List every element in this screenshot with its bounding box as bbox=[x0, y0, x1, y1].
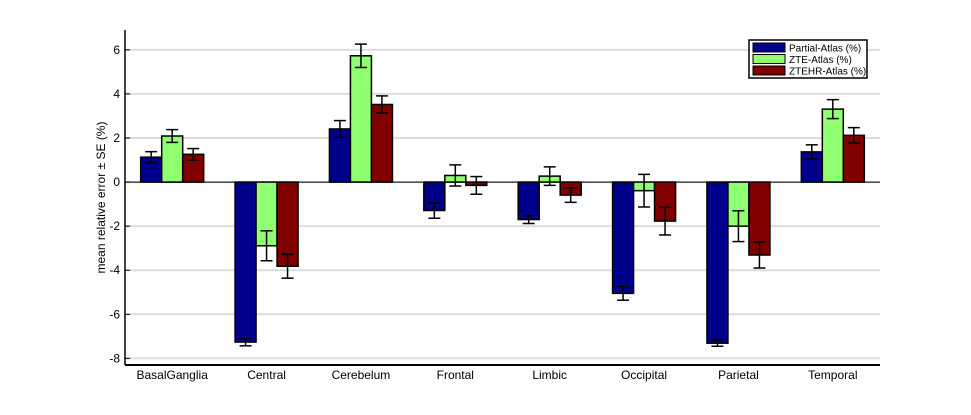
x-tick-label: Cerebelum bbox=[332, 368, 391, 382]
y-axis-label: mean relative error ± SE (%) bbox=[94, 122, 108, 274]
y-tick-label: 4 bbox=[113, 87, 120, 101]
bar bbox=[821, 108, 845, 183]
x-tick-label: BasalGanglia bbox=[136, 368, 208, 382]
legend-label: Partial-Atlas (%) bbox=[789, 44, 861, 55]
y-tick-label: -6 bbox=[109, 307, 120, 321]
bar bbox=[234, 181, 257, 343]
bar bbox=[611, 181, 635, 295]
y-tick-label: 2 bbox=[113, 131, 120, 145]
bar bbox=[370, 103, 394, 183]
legend-swatch bbox=[752, 54, 786, 64]
x-tick-label: Temporal bbox=[808, 368, 857, 382]
y-tick-label: 0 bbox=[113, 175, 120, 189]
legend-swatch bbox=[752, 42, 786, 53]
bar bbox=[349, 55, 373, 183]
bar bbox=[706, 181, 729, 344]
y-tick-label: -2 bbox=[109, 219, 120, 233]
x-tick-label: Occipital bbox=[621, 368, 667, 382]
legend-label: ZTEHR-Atlas (%) bbox=[789, 67, 866, 78]
y-tick-label: 6 bbox=[113, 43, 120, 57]
y-tick-label: -4 bbox=[109, 263, 120, 277]
bar bbox=[517, 181, 540, 221]
legend-label: ZTE-Atlas (%) bbox=[789, 55, 852, 66]
x-tick-label: Central bbox=[247, 368, 286, 382]
x-tick-label: Parietal bbox=[718, 368, 759, 382]
y-tick-label: -8 bbox=[109, 351, 120, 365]
x-tick-label: Frontal bbox=[437, 368, 474, 382]
x-tick-label: Limbic bbox=[532, 368, 567, 382]
legend-swatch bbox=[752, 65, 786, 76]
